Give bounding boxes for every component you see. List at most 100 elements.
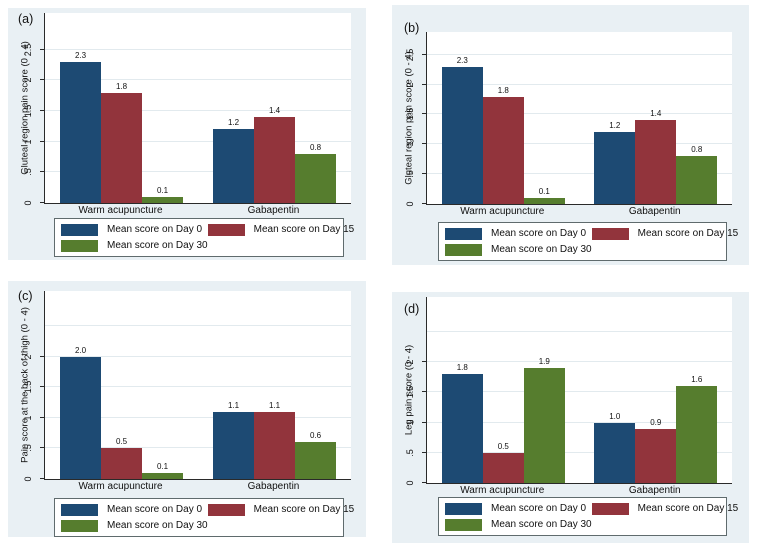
x-axis-labels: Warm acupuncture Gabapentin <box>426 206 731 217</box>
bar-mean-score-on-day-15: 0.5 <box>482 442 524 483</box>
bar-mean-score-on-day-30: 0.1 <box>523 187 565 204</box>
legend-label: Mean score on Day 30 <box>491 244 592 255</box>
y-axis-tick <box>40 478 45 479</box>
bar-mean-score-on-day-0: 1.0 <box>594 412 636 483</box>
y-axis-tick <box>422 143 427 145</box>
bar-mean-score-on-day-15: 1.8 <box>482 86 524 204</box>
x-axis-category-label: Gabapentin <box>247 481 300 492</box>
bar-value-label: 1.1 <box>268 400 281 410</box>
gridline <box>427 391 732 393</box>
bar-group-warm-acupuncture: 1.8 0.5 1.9 <box>427 297 580 483</box>
panel-tag: (a) <box>18 12 34 26</box>
y-axis-tick-label: 2.5 <box>405 48 415 61</box>
legend-label: Mean score on Day 30 <box>107 520 208 531</box>
bar-mean-score-on-day-0: 2.3 <box>60 51 101 203</box>
panel-tag: (b) <box>404 21 420 35</box>
panel-tag: (d) <box>404 302 420 316</box>
bar-value-label: 1.2 <box>609 121 621 131</box>
plot-area: 0.5 1 1.5 2 1.8 0.5 1.9 1.0 0.9 1.6 <box>405 297 733 486</box>
bar-groups: 2.0 0.5 0.1 1.1 1.1 0.6 <box>45 291 351 479</box>
y-axis-tick <box>40 140 45 142</box>
bar-group-gabapentin: 1.1 1.1 0.6 <box>198 291 351 479</box>
bar-group-warm-acupuncture: 2.3 1.8 0.1 <box>45 13 198 203</box>
y-axis-tick <box>40 110 45 112</box>
legend-item: Mean score on Day 0 <box>61 502 208 517</box>
bar-value-label: 0.1 <box>156 185 169 195</box>
legend-label: Mean score on Day 15 <box>253 504 355 515</box>
legend-label: Mean score on Day 15 <box>637 228 739 239</box>
legend-label: Mean score on Day 15 <box>253 224 355 235</box>
y-axis-tick <box>422 451 427 453</box>
legend-item: Mean score on Day 0 <box>61 222 208 237</box>
legend-item: Mean score on Day 15 <box>591 226 739 241</box>
bar-value-label: 1.8 <box>497 85 509 95</box>
x-axis-labels: Warm acupuncture Gabapentin <box>44 205 350 216</box>
y-axis-tick <box>40 447 45 449</box>
bar-mean-score-on-day-0: 1.1 <box>213 401 254 479</box>
chart-panel-b: (b) Gluteal region pain score (0 - 4) 0.5 1… <box>392 5 749 265</box>
legend-swatch-mean-score-on-day-15 <box>591 227 629 240</box>
legend-label: Mean score on Day 0 <box>107 224 203 235</box>
y-axis-tick <box>40 48 45 50</box>
legend-swatch-mean-score-on-day-15 <box>207 223 245 236</box>
bar-mean-score-on-day-15: 0.5 <box>101 437 142 479</box>
plot-area: 0.5 1 1.5 2 2.5 2.3 1.8 0.1 1.2 1.4 0.8 <box>405 32 733 207</box>
y-axis-tick <box>422 83 427 85</box>
x-axis-labels: Warm acupuncture Gabapentin <box>426 485 731 496</box>
gridline <box>427 53 732 55</box>
bar-mean-score-on-day-15: 0.9 <box>635 418 677 483</box>
bar-group-warm-acupuncture: 2.3 1.8 0.1 <box>427 32 580 204</box>
bar-mean-score-on-day-15: 1.4 <box>635 109 677 204</box>
x-axis-category-label: Warm acupuncture <box>78 481 163 492</box>
bar-value-label: 0.5 <box>497 441 509 451</box>
gridline <box>45 386 351 388</box>
bar-value-label: 1.4 <box>268 106 281 116</box>
bar-value-label: 1.4 <box>650 109 662 119</box>
y-axis-tick <box>422 421 427 423</box>
bar-mean-score-on-day-30: 0.6 <box>295 431 336 479</box>
gridline <box>45 447 351 449</box>
gridline <box>427 83 732 85</box>
bar-value-label: 1.8 <box>456 363 468 373</box>
y-axis-tick <box>422 361 427 363</box>
x-axis-labels: Warm acupuncture Gabapentin <box>44 481 350 492</box>
legend-item: Mean score on Day 15 <box>207 222 355 237</box>
y-axis-tick-label: 2 <box>405 359 415 365</box>
bar-mean-score-on-day-0: 2.3 <box>441 56 483 204</box>
legend-swatch-mean-score-on-day-0 <box>445 502 482 515</box>
bar-mean-score-on-day-30: 0.8 <box>295 143 336 203</box>
bar-mean-score-on-day-30: 1.9 <box>523 357 565 483</box>
bar-value-label: 0.6 <box>309 431 322 441</box>
bar-group-gabapentin: 1.0 0.9 1.6 <box>580 297 733 483</box>
legend-swatch-mean-score-on-day-0 <box>61 503 98 516</box>
bar-value-label: 1.1 <box>227 400 240 410</box>
bar-mean-score-on-day-30: 0.1 <box>142 186 183 203</box>
plot-area: 0.5 1 1.5 2 2.0 0.5 0.1 1.1 1.1 0.6 <box>23 291 351 482</box>
panel-tag: (c) <box>18 289 33 303</box>
bar-mean-score-on-day-0: 2.0 <box>60 346 101 479</box>
y-axis-tick-label: 2 <box>23 354 33 360</box>
bar-mean-score-on-day-30: 1.6 <box>676 375 718 483</box>
x-axis-category-label: Gabapentin <box>247 205 300 216</box>
legend-label: Mean score on Day 30 <box>107 240 208 251</box>
bar-value-label: 2.3 <box>456 55 468 65</box>
bar-group-gabapentin: 1.2 1.4 0.8 <box>580 32 733 204</box>
legend-swatch-mean-score-on-day-15 <box>591 502 629 515</box>
y-axis-tick <box>422 391 427 393</box>
x-axis-category-label: Warm acupuncture <box>460 485 545 496</box>
legend: Mean score on Day 0 Mean score on Day 15 M… <box>438 497 738 536</box>
legend-item: Mean score on Day 30 <box>445 517 592 532</box>
bar-mean-score-on-day-15: 1.1 <box>254 401 295 479</box>
legend-item: Mean score on Day 30 <box>445 242 592 257</box>
bar-group-warm-acupuncture: 2.0 0.5 0.1 <box>45 291 198 479</box>
gridline <box>427 173 732 175</box>
chart-panel-c: (c) Pain score at the back of thigh (0 - … <box>8 281 366 537</box>
gridline <box>45 79 351 81</box>
x-axis-category-label: Warm acupuncture <box>460 206 545 217</box>
gridline <box>45 171 351 173</box>
legend-swatch-mean-score-on-day-15 <box>207 503 245 516</box>
legend-swatch-mean-score-on-day-30 <box>61 519 98 532</box>
legend: Mean score on Day 0 Mean score on Day 15 M… <box>54 218 354 257</box>
gridline <box>45 48 351 50</box>
